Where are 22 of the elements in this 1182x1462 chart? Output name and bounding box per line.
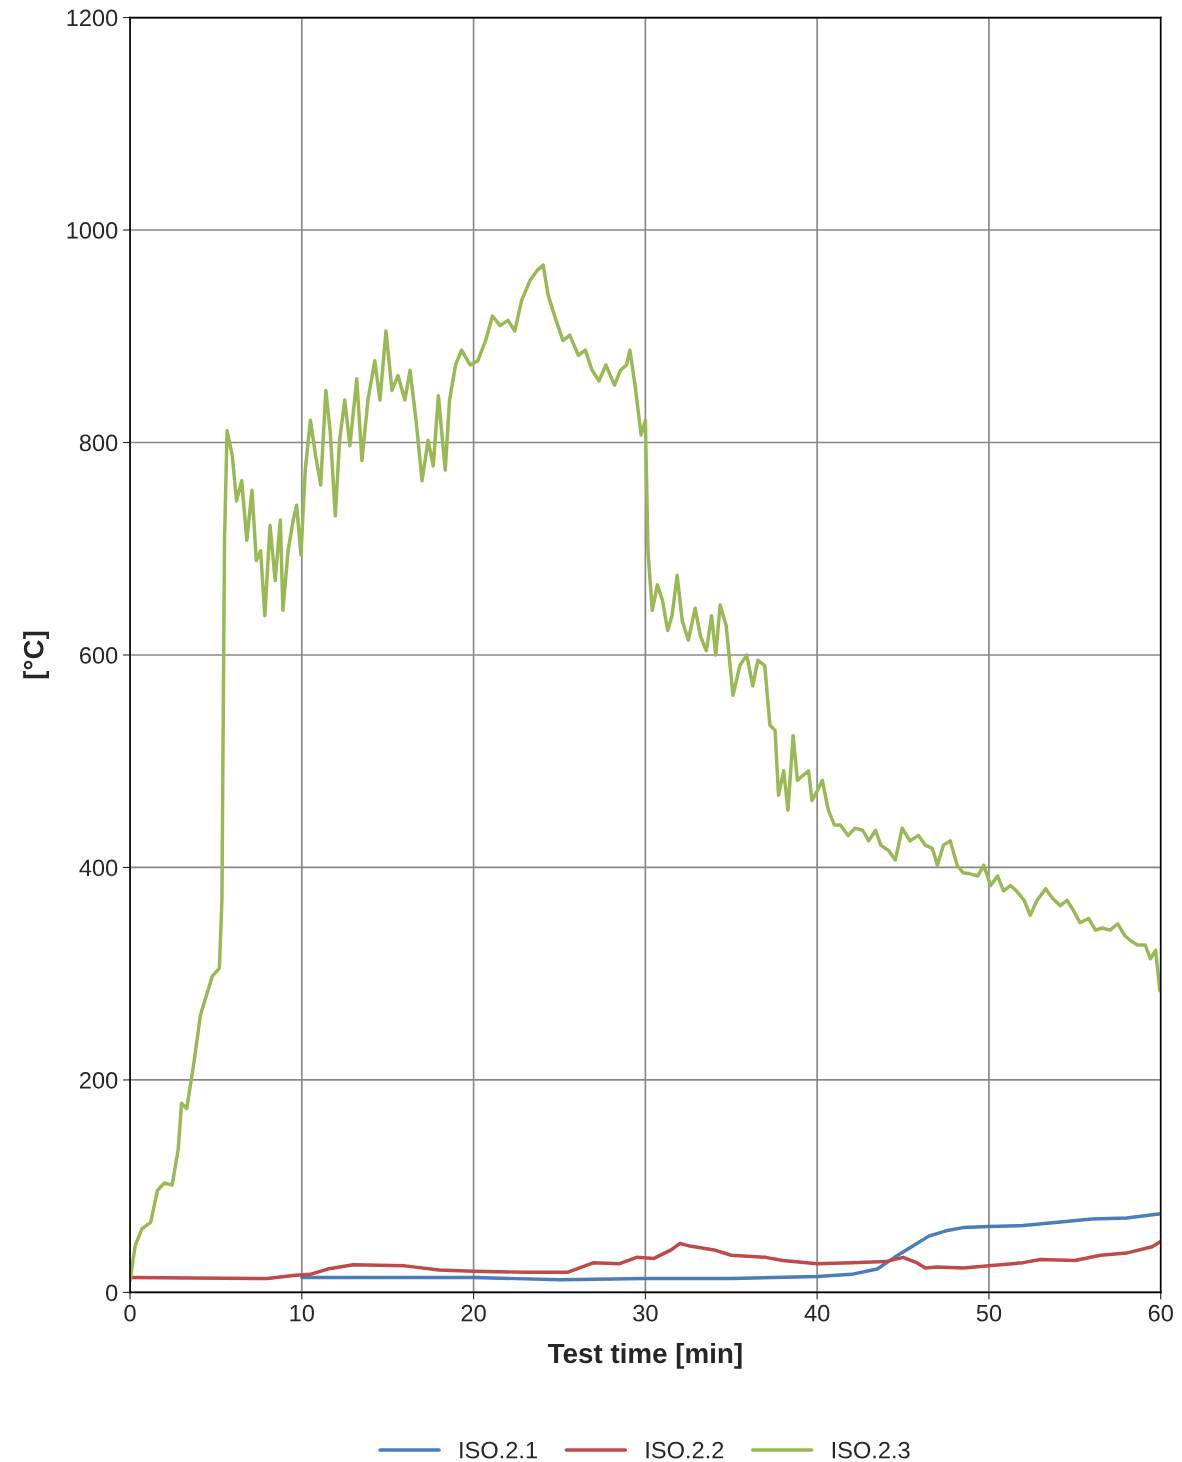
- line-series: [130, 1239, 1161, 1281]
- y-tick-label: 600: [80, 647, 118, 664]
- y-tick-label: 400: [79, 859, 118, 877]
- x-tick-label: 0: [124, 1304, 136, 1322]
- line-series: [130, 263, 1161, 1283]
- x-tick-label: 60: [1148, 1304, 1173, 1322]
- x-tick-label: 10: [290, 1304, 315, 1322]
- x-tick-label: 50: [976, 1304, 1002, 1322]
- x-tick-label: 40: [804, 1304, 830, 1322]
- legend-label: ISO.2.1: [460, 1441, 537, 1459]
- y-tick-label: 800: [79, 434, 118, 452]
- x-axis-title: Test time [min]: [547, 1342, 742, 1369]
- legend-label: ISO.2.3: [832, 1441, 910, 1459]
- legend-label: ISO.2.2: [646, 1441, 724, 1459]
- y-tick-label: 1000: [67, 222, 118, 239]
- y-tick-label: 0: [106, 1284, 118, 1302]
- x-tick-label: 20: [461, 1304, 486, 1322]
- y-tick-label: 200: [80, 1072, 118, 1089]
- x-tick-label: 30: [633, 1304, 658, 1322]
- line-series: [300, 1212, 1161, 1282]
- y-tick-label: 1200: [67, 9, 118, 27]
- y-axis-title: [°C]: [23, 631, 50, 679]
